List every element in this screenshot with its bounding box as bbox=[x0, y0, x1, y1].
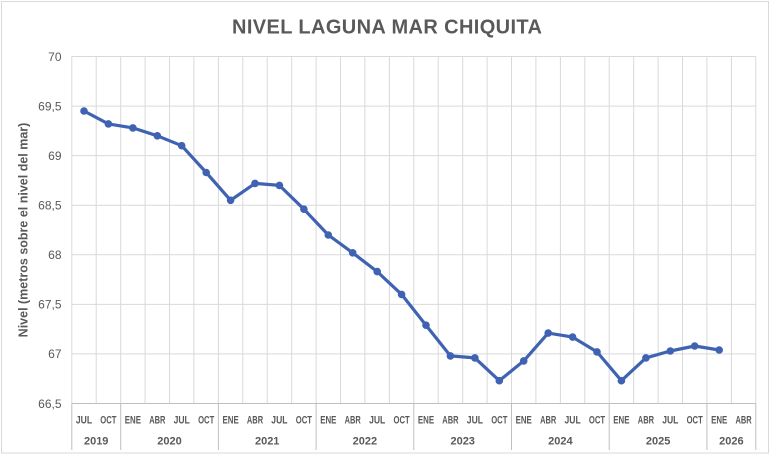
svg-text:2019: 2019 bbox=[84, 436, 108, 448]
svg-text:ABR: ABR bbox=[736, 415, 752, 427]
svg-text:OCT: OCT bbox=[100, 415, 116, 427]
svg-text:ENE: ENE bbox=[516, 415, 532, 427]
svg-text:JUL: JUL bbox=[369, 415, 385, 427]
svg-text:2021: 2021 bbox=[255, 436, 279, 448]
svg-text:OCT: OCT bbox=[491, 415, 507, 427]
svg-text:OCT: OCT bbox=[394, 415, 410, 427]
svg-text:ENE: ENE bbox=[223, 415, 239, 427]
svg-text:ABR: ABR bbox=[247, 415, 263, 427]
svg-text:68,5: 68,5 bbox=[38, 199, 62, 213]
svg-text:OCT: OCT bbox=[296, 415, 312, 427]
svg-text:2020: 2020 bbox=[157, 436, 181, 448]
svg-text:OCT: OCT bbox=[589, 415, 605, 427]
svg-text:2024: 2024 bbox=[548, 436, 573, 448]
svg-text:JUL: JUL bbox=[565, 415, 581, 427]
svg-text:2022: 2022 bbox=[353, 436, 377, 448]
svg-text:2023: 2023 bbox=[450, 436, 474, 448]
svg-text:ENE: ENE bbox=[320, 415, 336, 427]
svg-text:ENE: ENE bbox=[613, 415, 629, 427]
svg-text:69,5: 69,5 bbox=[38, 99, 62, 113]
svg-text:2025: 2025 bbox=[646, 436, 670, 448]
svg-text:Nivel (metros sobre el nivel d: Nivel (metros sobre el nivel del mar) bbox=[17, 123, 31, 338]
svg-text:ABR: ABR bbox=[540, 415, 556, 427]
svg-text:ABR: ABR bbox=[149, 415, 165, 427]
svg-text:JUL: JUL bbox=[467, 415, 483, 427]
svg-text:JUL: JUL bbox=[271, 415, 287, 427]
svg-text:NIVEL LAGUNA MAR CHIQUITA: NIVEL LAGUNA MAR CHIQUITA bbox=[232, 16, 542, 38]
svg-text:ABR: ABR bbox=[345, 415, 361, 427]
svg-text:ABR: ABR bbox=[638, 415, 654, 427]
svg-text:2026: 2026 bbox=[719, 436, 743, 448]
svg-text:ENE: ENE bbox=[418, 415, 434, 427]
svg-text:JUL: JUL bbox=[662, 415, 678, 427]
svg-text:ENE: ENE bbox=[125, 415, 141, 427]
svg-text:67: 67 bbox=[48, 347, 62, 361]
svg-text:67,5: 67,5 bbox=[38, 298, 62, 312]
svg-text:69: 69 bbox=[48, 149, 62, 163]
svg-text:OCT: OCT bbox=[198, 415, 214, 427]
svg-text:ABR: ABR bbox=[442, 415, 458, 427]
svg-text:JUL: JUL bbox=[76, 415, 92, 427]
svg-text:OCT: OCT bbox=[687, 415, 703, 427]
svg-text:66,5: 66,5 bbox=[38, 397, 62, 411]
svg-text:ENE: ENE bbox=[711, 415, 727, 427]
svg-text:68: 68 bbox=[48, 248, 62, 262]
svg-text:JUL: JUL bbox=[174, 415, 190, 427]
svg-text:70: 70 bbox=[48, 50, 62, 64]
